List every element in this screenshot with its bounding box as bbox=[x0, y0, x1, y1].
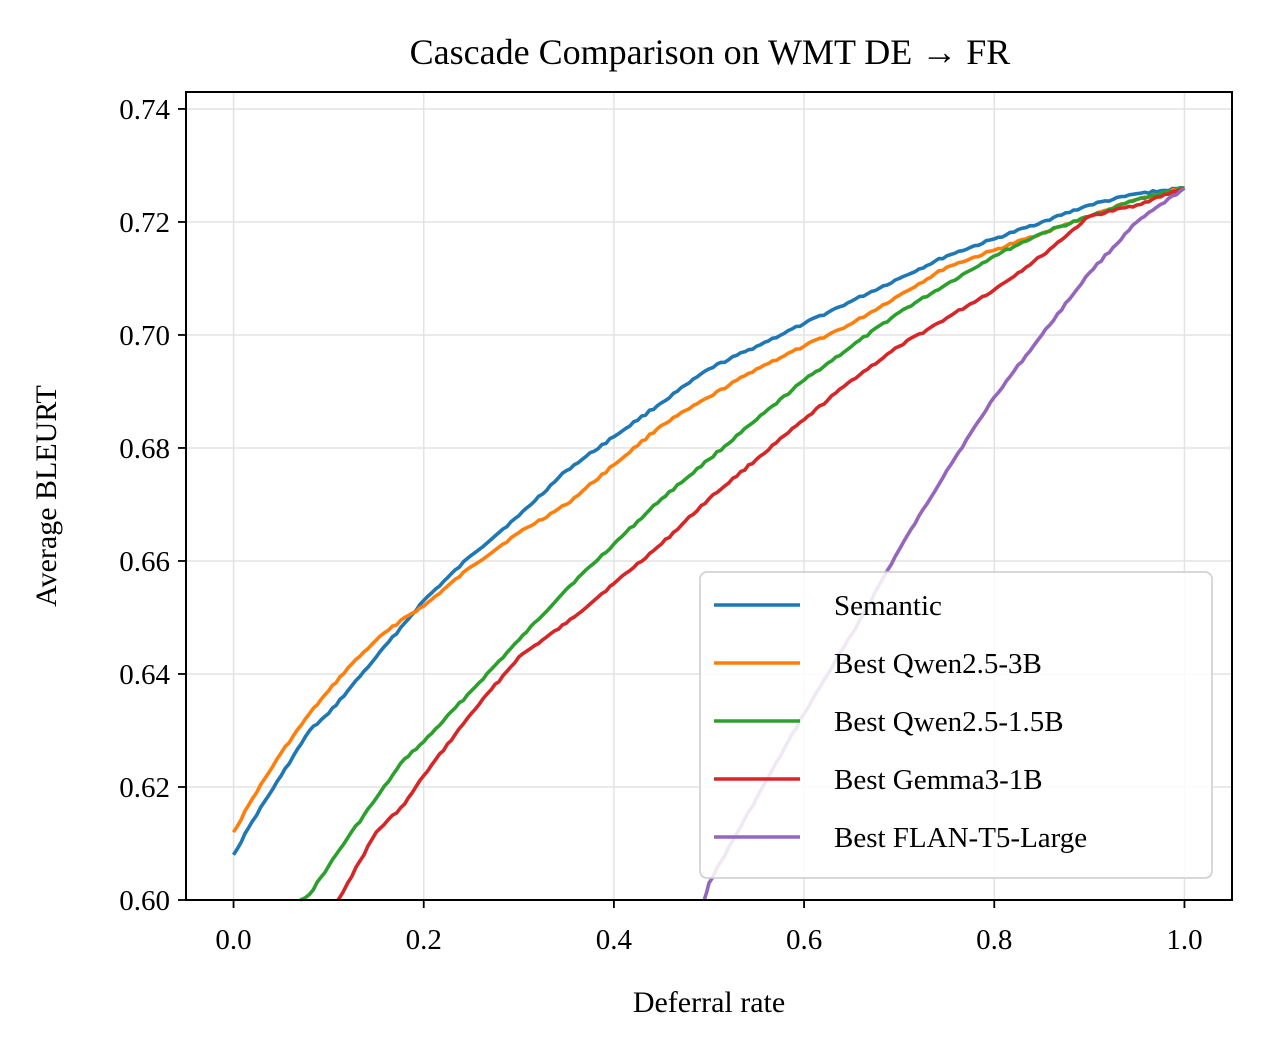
x-tick-label: 1.0 bbox=[1166, 924, 1202, 956]
legend-label: Best FLAN-T5-Large bbox=[834, 822, 1087, 854]
legend-label: Best Gemma3-1B bbox=[834, 764, 1043, 796]
gridlines bbox=[186, 92, 1232, 901]
y-tick-label: 0.68 bbox=[119, 433, 170, 465]
y-tick-label: 0.62 bbox=[119, 772, 170, 804]
series-line bbox=[231, 186, 1185, 834]
x-tick-label: 0.0 bbox=[215, 924, 251, 956]
series-line bbox=[231, 186, 1185, 856]
y-axis-label: Average BLEURT bbox=[30, 385, 63, 607]
legend-label: Best Qwen2.5-3B bbox=[834, 648, 1042, 680]
y-tick-label: 0.66 bbox=[119, 546, 170, 578]
x-axis-label: Deferral rate bbox=[633, 986, 785, 1019]
y-tick-label: 0.60 bbox=[119, 885, 170, 917]
x-axis: 0.0 0.2 0.4 0.6 0.8 1.0 bbox=[215, 900, 1203, 956]
y-tick-label: 0.64 bbox=[119, 659, 170, 691]
x-tick-label: 0.6 bbox=[786, 924, 822, 956]
y-tick-label: 0.72 bbox=[119, 207, 170, 239]
y-axis: 0.60 0.62 0.64 0.66 0.68 0.70 0.72 0.74 bbox=[119, 94, 186, 917]
series-line bbox=[299, 186, 1185, 902]
x-tick-label: 0.4 bbox=[596, 924, 633, 956]
plot-frame bbox=[185, 91, 1233, 901]
series-line bbox=[336, 186, 1186, 901]
y-tick-label: 0.74 bbox=[119, 94, 170, 126]
legend-label: Best Qwen2.5-1.5B bbox=[834, 706, 1064, 738]
legend-box bbox=[699, 571, 1213, 879]
x-tick-label: 0.8 bbox=[976, 924, 1012, 956]
chart-title: Cascade Comparison on WMT DE → FR bbox=[410, 32, 1011, 72]
x-tick-label: 0.2 bbox=[406, 924, 442, 956]
legend-label: Semantic bbox=[834, 590, 942, 622]
y-tick-label: 0.70 bbox=[119, 320, 170, 352]
legend: Semantic Best Qwen2.5-3B Best Qwen2.5-1.5B… bbox=[699, 571, 1213, 879]
